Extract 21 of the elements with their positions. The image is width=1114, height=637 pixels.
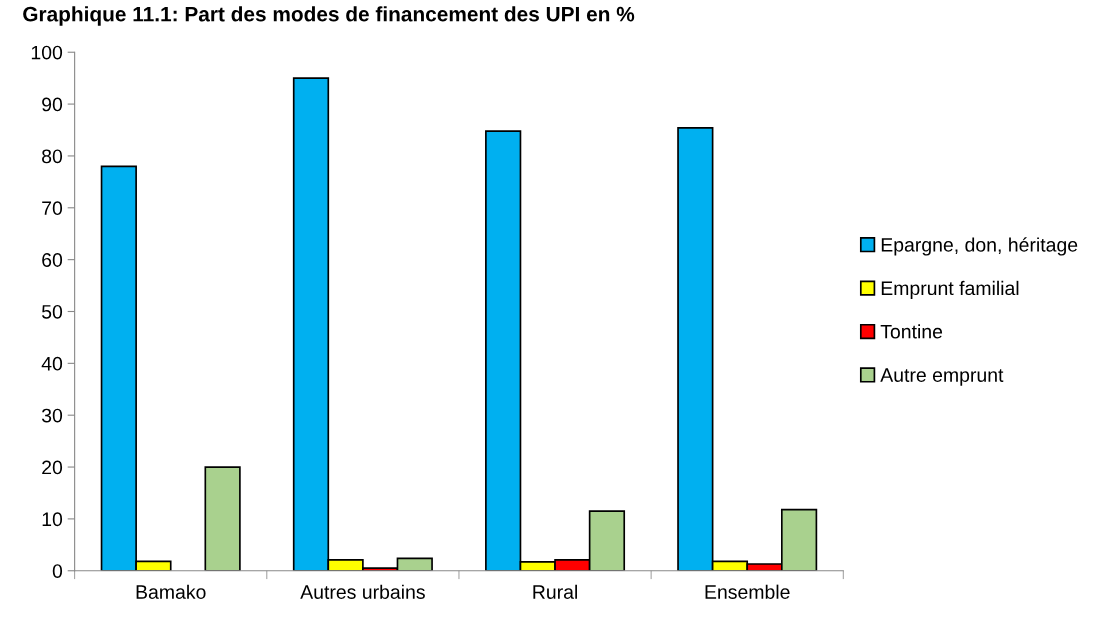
y-tick-label: 20 [42,460,63,475]
bar [204,466,241,571]
x-tick-label: Rural [533,584,577,599]
x-tick-label: Autres urbains [300,584,425,599]
y-tick-label: 70 [42,201,63,216]
y-tick-label: 0 [52,564,63,578]
x-tick-label: Bamako [136,584,206,599]
y-tick-label: 60 [42,253,63,267]
y-tick-label: 100 [31,45,63,60]
y-tick-label: 40 [41,356,63,371]
legend-label: Emprunt familial [881,280,1019,299]
y-tick-label: 90 [42,97,63,112]
y-tick-label: 80 [42,149,63,164]
legend-label: Epargne, don, héritage [881,237,1078,256]
y-tick-label: 50 [41,304,63,319]
y-tick-label: 30 [41,408,63,423]
legend-label: Tontine [880,324,943,339]
chart-title: Graphique 11.1: Part des modes de financement des UPI en % [23,6,635,26]
y-tick-label: 10 [42,512,63,527]
x-tick-label: Ensemble [705,584,790,599]
legend-label: Autre emprunt [880,368,1004,386]
